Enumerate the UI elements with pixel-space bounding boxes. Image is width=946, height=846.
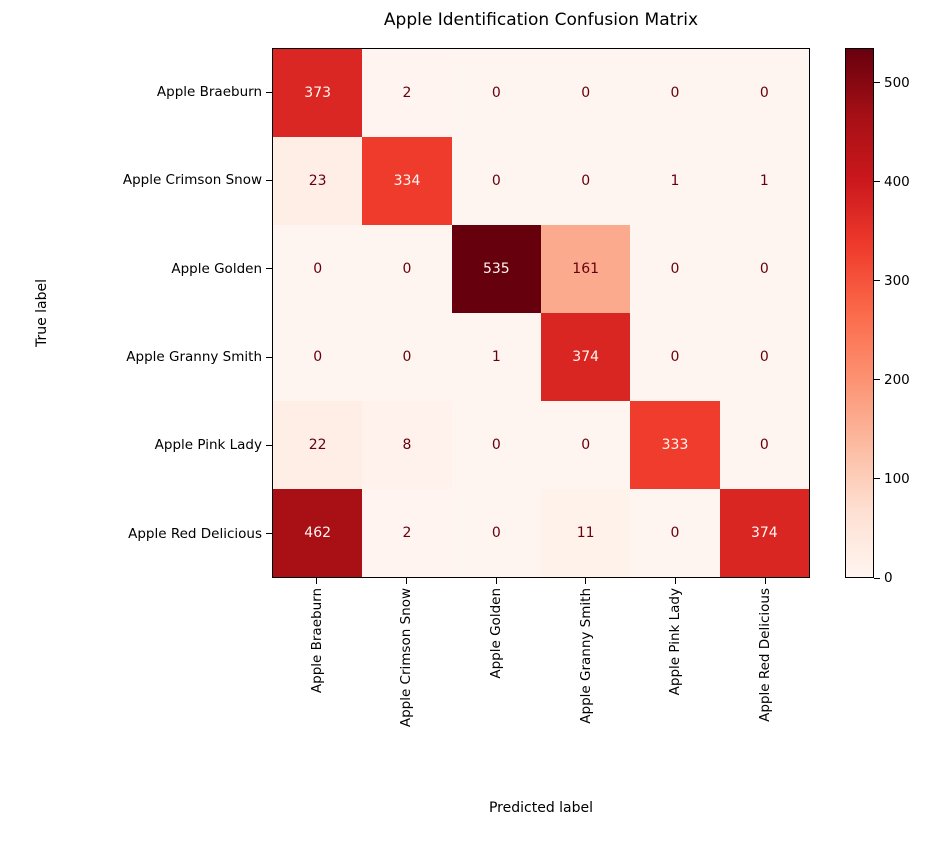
matrix-cell: 0 xyxy=(451,401,541,489)
matrix-cell: 334 xyxy=(362,137,452,225)
y-tick-mark xyxy=(266,356,272,358)
matrix-cell: 23 xyxy=(273,137,363,225)
chart-title: Apple Identification Confusion Matrix xyxy=(383,10,699,30)
y-tick-label: Apple Braeburn xyxy=(156,84,262,101)
matrix-cell: 462 xyxy=(273,489,363,577)
heatmap-plot-area: 373 2 0 0 0 0 23 334 0 0 1 1 0 0 535 161 0 0 0 0 1 374 0 0 22 8 0 0… xyxy=(272,48,810,578)
matrix-cell: 0 xyxy=(541,49,631,137)
matrix-cell: 0 xyxy=(541,401,631,489)
y-tick-mark xyxy=(266,444,272,446)
y-tick: Apple Crimson Snow xyxy=(0,136,272,224)
colorbar-tick-mark xyxy=(874,478,880,480)
x-tick: Apple Red Delicious xyxy=(720,578,810,813)
colorbar-tick: 400 xyxy=(874,174,910,190)
x-tick-mark xyxy=(405,578,407,584)
y-tick-label: Apple Pink Lady xyxy=(154,437,262,454)
x-tick-mark xyxy=(585,578,587,584)
matrix-cell: 1 xyxy=(630,137,720,225)
x-tick-label: Apple Red Delicious xyxy=(757,588,774,722)
y-tick: Apple Golden xyxy=(0,225,272,313)
y-tick-mark xyxy=(266,533,272,535)
matrix-cell: 0 xyxy=(362,313,452,401)
y-tick-label: Apple Granny Smith xyxy=(126,349,262,366)
y-tick-labels: Apple Braeburn Apple Crimson Snow Apple Go… xyxy=(0,48,272,578)
colorbar-tick-labels: 0 100 200 300 400 500 xyxy=(874,48,944,586)
colorbar-tick: 300 xyxy=(874,273,910,289)
x-tick: Apple Pink Lady xyxy=(631,578,721,813)
x-tick: Apple Granny Smith xyxy=(541,578,631,813)
colorbar-tick: 0 xyxy=(874,570,893,586)
matrix-cell: 161 xyxy=(541,225,631,313)
y-tick-label: Apple Crimson Snow xyxy=(122,172,262,189)
colorbar-tick-label: 0 xyxy=(884,570,893,586)
matrix-cell: 0 xyxy=(541,137,631,225)
heatmap-grid: 373 2 0 0 0 0 23 334 0 0 1 1 0 0 535 161 0 0 0 0 1 374 0 0 22 8 0 0… xyxy=(273,49,809,577)
matrix-cell: 1 xyxy=(451,313,541,401)
colorbar-tick: 100 xyxy=(874,471,910,487)
matrix-cell: 0 xyxy=(630,313,720,401)
matrix-cell: 373 xyxy=(273,49,363,137)
matrix-cell: 374 xyxy=(719,489,809,577)
x-tick-label: Apple Granny Smith xyxy=(577,588,594,724)
matrix-cell: 0 xyxy=(451,49,541,137)
matrix-cell: 8 xyxy=(362,401,452,489)
colorbar-tick-label: 100 xyxy=(884,470,910,487)
matrix-cell: 0 xyxy=(630,225,720,313)
colorbar-tick: 200 xyxy=(874,372,910,388)
x-tick-label: Apple Pink Lady xyxy=(667,588,684,696)
matrix-cell: 0 xyxy=(630,49,720,137)
matrix-cell: 0 xyxy=(362,225,452,313)
y-tick-mark xyxy=(266,268,272,270)
matrix-cell: 22 xyxy=(273,401,363,489)
y-tick: Apple Pink Lady xyxy=(0,401,272,489)
y-tick-label: Apple Golden xyxy=(171,260,262,277)
x-tick: Apple Crimson Snow xyxy=(362,578,452,813)
matrix-cell: 0 xyxy=(719,313,809,401)
y-tick-label: Apple Red Delicious xyxy=(128,525,262,542)
matrix-cell: 0 xyxy=(719,49,809,137)
matrix-cell: 333 xyxy=(630,401,720,489)
matrix-cell: 0 xyxy=(719,225,809,313)
x-tick-label: Apple Braeburn xyxy=(308,588,325,694)
matrix-cell: 11 xyxy=(541,489,631,577)
x-tick-mark xyxy=(674,578,676,584)
colorbar-tick-mark xyxy=(874,379,880,381)
colorbar-tick-mark xyxy=(874,577,880,579)
colorbar xyxy=(845,48,874,578)
colorbar-tick: 500 xyxy=(874,75,910,91)
x-axis-label: Predicted label xyxy=(488,800,594,816)
colorbar-tick-label: 400 xyxy=(884,173,910,190)
colorbar-tick-label: 300 xyxy=(884,272,910,289)
colorbar-tick-label: 200 xyxy=(884,371,910,388)
y-tick: Apple Braeburn xyxy=(0,48,272,136)
matrix-cell: 0 xyxy=(630,489,720,577)
x-tick-mark xyxy=(764,578,766,584)
matrix-cell: 0 xyxy=(719,401,809,489)
x-tick-labels: Apple Braeburn Apple Crimson Snow Apple Go… xyxy=(272,578,810,813)
x-tick: Apple Golden xyxy=(451,578,541,813)
matrix-cell: 0 xyxy=(451,137,541,225)
matrix-cell: 535 xyxy=(451,225,541,313)
y-tick: Apple Red Delicious xyxy=(0,490,272,578)
x-tick: Apple Braeburn xyxy=(272,578,362,813)
matrix-cell: 0 xyxy=(451,489,541,577)
y-tick: Apple Granny Smith xyxy=(0,313,272,401)
colorbar-tick-mark xyxy=(874,280,880,282)
x-tick-label: Apple Crimson Snow xyxy=(398,588,415,728)
colorbar-tick-mark xyxy=(874,82,880,84)
y-tick-mark xyxy=(266,91,272,93)
matrix-cell: 2 xyxy=(362,489,452,577)
colorbar-tick-mark xyxy=(874,181,880,183)
matrix-cell: 0 xyxy=(273,225,363,313)
matrix-cell: 374 xyxy=(541,313,631,401)
x-tick-label: Apple Golden xyxy=(488,588,505,679)
matrix-cell: 1 xyxy=(719,137,809,225)
colorbar-tick-label: 500 xyxy=(884,74,910,91)
y-tick-mark xyxy=(266,179,272,181)
x-tick-mark xyxy=(316,578,318,584)
x-tick-mark xyxy=(495,578,497,584)
matrix-cell: 2 xyxy=(362,49,452,137)
matrix-cell: 0 xyxy=(273,313,363,401)
